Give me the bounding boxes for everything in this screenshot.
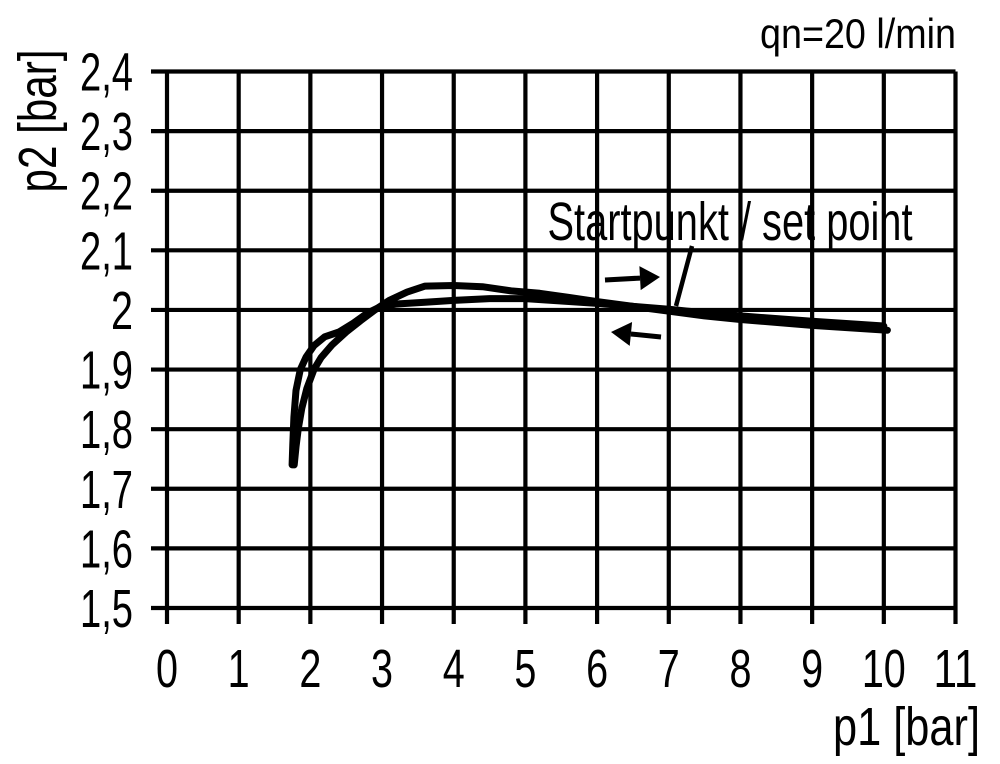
decrease-direction-arrow-shaft bbox=[630, 331, 662, 340]
decrease-direction-arrow-head bbox=[611, 322, 633, 346]
y-tick-label-1,6: 1,6 bbox=[80, 519, 133, 579]
grid-lines bbox=[151, 69, 958, 624]
annotation-geometry bbox=[604, 245, 695, 346]
x-tick-label-4: 4 bbox=[443, 639, 465, 699]
curve-p1-decreasing bbox=[288, 295, 888, 469]
flow-rate-label: qn=20 l/min bbox=[760, 10, 956, 57]
x-tick-label-6: 6 bbox=[586, 639, 608, 699]
y-tick-label-2,4: 2,4 bbox=[80, 43, 133, 103]
y-tick-label-1,8: 1,8 bbox=[80, 400, 133, 460]
y-tick-label-2,3: 2,3 bbox=[80, 102, 133, 162]
x-tick-label-9: 9 bbox=[801, 639, 823, 699]
x-axis-title: p1 [bar] bbox=[833, 697, 980, 757]
y-tick-label-1,9: 1,9 bbox=[80, 341, 133, 401]
y-tick-label-1,7: 1,7 bbox=[80, 460, 133, 520]
hysteresis-curves bbox=[288, 282, 891, 469]
x-tick-label-10: 10 bbox=[862, 639, 906, 699]
x-tick-label-0: 0 bbox=[156, 639, 178, 699]
x-tick-label-5: 5 bbox=[514, 639, 536, 699]
x-tick-label-1: 1 bbox=[228, 639, 250, 699]
y-tick-label-2,2: 2,2 bbox=[80, 162, 133, 222]
x-tick-label-7: 7 bbox=[658, 639, 680, 699]
axis-tick-labels: 0 1 2 3 4 5 6 7 8 9 10 111,51,61,71,81,922,12,22,32… bbox=[80, 43, 978, 700]
y-tick-label-1,5: 1,5 bbox=[80, 579, 133, 639]
y-tick-label-2: 2 bbox=[111, 281, 133, 341]
x-tick-label-3: 3 bbox=[371, 639, 393, 699]
y-axis-title: p2 [bar] bbox=[8, 50, 68, 193]
y-tick-label-2,1: 2,1 bbox=[80, 221, 133, 281]
x-tick-label-2: 2 bbox=[299, 639, 321, 699]
increase-direction-arrow-head bbox=[639, 266, 660, 291]
set-point-label: Startpunkt / set point bbox=[548, 192, 913, 252]
x-tick-label-11: 11 bbox=[934, 639, 978, 699]
x-tick-label-8: 8 bbox=[729, 639, 751, 699]
increase-direction-arrow-shaft bbox=[604, 275, 641, 283]
set-point-leader-line bbox=[673, 245, 695, 307]
